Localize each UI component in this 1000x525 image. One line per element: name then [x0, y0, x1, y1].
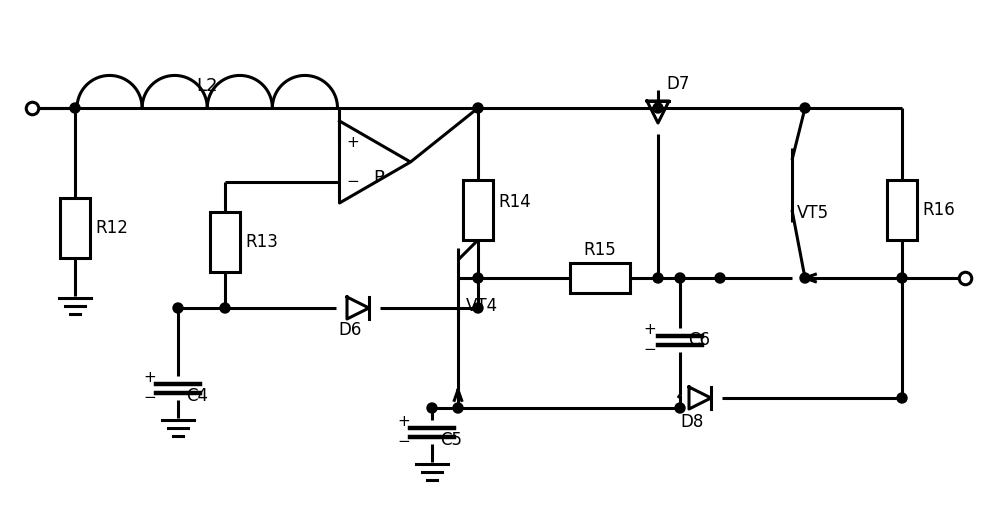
Circle shape	[70, 103, 80, 113]
Text: R14: R14	[498, 193, 531, 211]
Text: R16: R16	[922, 201, 955, 219]
Text: D7: D7	[666, 75, 689, 93]
Text: L2: L2	[196, 77, 218, 95]
Bar	[60, 198, 90, 258]
Circle shape	[897, 273, 907, 283]
Circle shape	[897, 393, 907, 403]
Text: R15: R15	[584, 241, 616, 259]
Text: P: P	[374, 169, 384, 187]
Circle shape	[675, 403, 685, 413]
Circle shape	[473, 303, 483, 313]
Text: R12: R12	[95, 219, 128, 237]
Text: D6: D6	[338, 321, 362, 339]
Circle shape	[675, 273, 685, 283]
Text: D8: D8	[680, 413, 704, 431]
Bar	[210, 212, 240, 272]
Circle shape	[473, 103, 483, 113]
Circle shape	[715, 273, 725, 283]
Text: +: +	[144, 371, 156, 385]
Text: +: +	[398, 415, 410, 429]
Text: −: −	[144, 391, 156, 405]
Bar	[887, 180, 917, 240]
Circle shape	[427, 403, 437, 413]
Text: C6: C6	[688, 331, 710, 349]
Text: −: −	[644, 342, 656, 358]
Text: −: −	[346, 174, 359, 189]
Text: C5: C5	[440, 431, 462, 449]
Circle shape	[800, 103, 810, 113]
Text: +: +	[644, 322, 656, 338]
Circle shape	[220, 303, 230, 313]
Text: VT5: VT5	[797, 204, 829, 222]
Text: C4: C4	[186, 387, 208, 405]
Text: VT4: VT4	[466, 297, 498, 315]
Circle shape	[800, 273, 810, 283]
Circle shape	[473, 273, 483, 283]
Circle shape	[173, 303, 183, 313]
Circle shape	[653, 103, 663, 113]
Text: R13: R13	[245, 233, 278, 251]
Bar	[570, 263, 630, 293]
Text: −: −	[398, 435, 410, 449]
Text: +: +	[346, 135, 359, 150]
Bar	[463, 180, 493, 240]
Circle shape	[653, 273, 663, 283]
Circle shape	[453, 403, 463, 413]
